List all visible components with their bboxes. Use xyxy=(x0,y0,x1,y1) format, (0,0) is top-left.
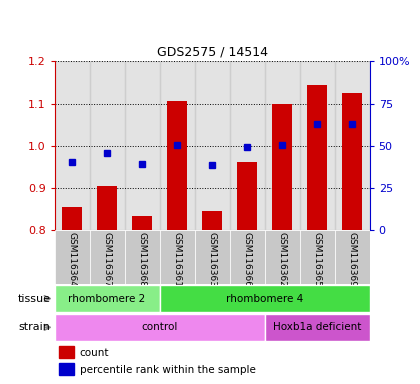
Bar xyxy=(89,61,125,230)
Bar xyxy=(59,346,74,358)
Bar xyxy=(194,61,230,230)
Text: GSM116365: GSM116365 xyxy=(312,232,322,287)
Bar xyxy=(299,61,335,230)
Bar xyxy=(55,313,265,341)
Text: count: count xyxy=(80,348,109,358)
Bar xyxy=(89,230,125,284)
Bar xyxy=(299,230,335,284)
Text: percentile rank within the sample: percentile rank within the sample xyxy=(80,365,256,375)
Bar xyxy=(55,230,89,284)
Bar xyxy=(194,230,230,284)
Bar xyxy=(125,61,160,230)
Bar xyxy=(97,186,117,230)
Bar xyxy=(335,230,370,284)
Text: rhombomere 4: rhombomere 4 xyxy=(226,293,303,304)
Bar xyxy=(230,230,265,284)
Text: GSM116361: GSM116361 xyxy=(173,232,181,287)
Text: Hoxb1a deficient: Hoxb1a deficient xyxy=(273,322,361,333)
Bar xyxy=(265,61,299,230)
Bar xyxy=(307,84,327,230)
Text: rhombomere 2: rhombomere 2 xyxy=(68,293,146,304)
Text: GSM116367: GSM116367 xyxy=(102,232,112,287)
Bar xyxy=(63,207,82,230)
Bar xyxy=(168,101,187,230)
Bar xyxy=(55,285,160,313)
Text: control: control xyxy=(142,322,178,333)
Text: strain: strain xyxy=(18,322,50,333)
Bar xyxy=(230,61,265,230)
Bar xyxy=(59,363,74,375)
Text: GSM116363: GSM116363 xyxy=(207,232,217,287)
Bar xyxy=(265,313,370,341)
Bar xyxy=(273,104,292,230)
Text: GSM116364: GSM116364 xyxy=(68,232,76,287)
Bar xyxy=(160,61,194,230)
Text: GSM116368: GSM116368 xyxy=(138,232,147,287)
Text: GSM116369: GSM116369 xyxy=(348,232,357,287)
Text: tissue: tissue xyxy=(17,293,50,304)
Bar xyxy=(237,162,257,230)
Bar xyxy=(202,211,222,230)
Bar xyxy=(132,217,152,230)
Bar xyxy=(160,230,194,284)
Title: GDS2575 / 14514: GDS2575 / 14514 xyxy=(157,46,268,59)
Bar xyxy=(125,230,160,284)
Bar xyxy=(160,285,370,313)
Bar xyxy=(335,61,370,230)
Bar xyxy=(55,61,89,230)
Text: GSM116362: GSM116362 xyxy=(278,232,286,287)
Bar xyxy=(265,230,299,284)
Bar xyxy=(342,93,362,230)
Text: GSM116366: GSM116366 xyxy=(243,232,252,287)
